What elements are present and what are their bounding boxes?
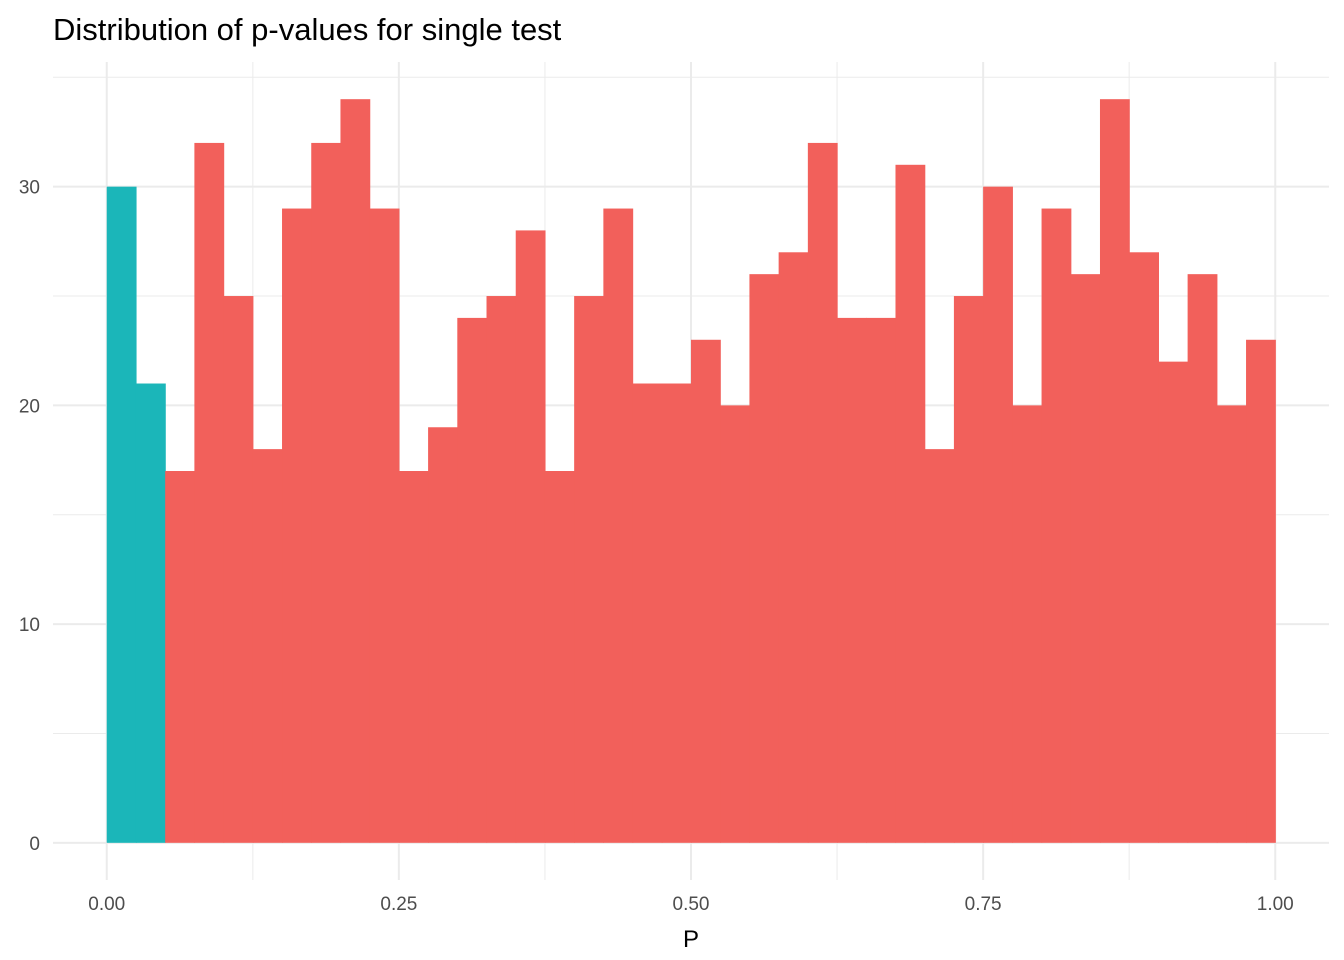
histogram-bar-not-significant bbox=[807, 142, 838, 843]
histogram-bar-not-significant bbox=[749, 274, 780, 843]
x-tick-label: 0.75 bbox=[965, 894, 1002, 915]
histogram-bar-not-significant bbox=[369, 208, 400, 843]
y-tick-label: 20 bbox=[19, 396, 40, 417]
histogram-bar-not-significant bbox=[632, 383, 663, 843]
histogram-bar-not-significant bbox=[398, 471, 429, 843]
histogram-bar-not-significant bbox=[428, 427, 458, 843]
histogram-bar-not-significant bbox=[983, 186, 1013, 843]
y-axis-tick-labels: 0 10 20 30 bbox=[19, 178, 40, 855]
histogram-bar-not-significant bbox=[486, 296, 517, 843]
x-axis-title: P bbox=[683, 926, 699, 953]
y-tick-label: 0 bbox=[29, 834, 40, 855]
histogram-bar-not-significant bbox=[252, 449, 283, 843]
histogram-bar-not-significant bbox=[1099, 99, 1130, 843]
x-tick-label: 0.00 bbox=[88, 894, 125, 915]
histogram-bar-not-significant bbox=[1246, 339, 1276, 843]
histogram-bar-not-significant bbox=[340, 99, 371, 843]
histogram-bar-not-significant bbox=[895, 164, 926, 843]
chart-title: Distribution of p-values for single test bbox=[53, 12, 562, 47]
histogram-bar-not-significant bbox=[1187, 274, 1218, 843]
histogram-bar-not-significant bbox=[457, 317, 488, 843]
x-tick-label: 0.25 bbox=[380, 894, 417, 915]
histogram-bar-not-significant bbox=[778, 252, 809, 843]
histogram-bar-not-significant bbox=[165, 471, 195, 843]
histogram-bar-not-significant bbox=[720, 405, 751, 843]
histogram-bar-not-significant bbox=[1070, 274, 1101, 843]
histogram-bar-not-significant bbox=[1158, 361, 1189, 843]
y-tick-label: 30 bbox=[19, 178, 40, 199]
histogram-bar-not-significant bbox=[866, 317, 897, 843]
histogram-bar-not-significant bbox=[544, 471, 575, 843]
x-tick-label: 0.50 bbox=[673, 894, 710, 915]
histogram-bar-not-significant bbox=[515, 230, 546, 843]
histogram-bar-not-significant bbox=[837, 317, 867, 843]
histogram-bar-not-significant bbox=[603, 208, 634, 843]
x-tick-label: 1.00 bbox=[1257, 894, 1294, 915]
histogram-bar-not-significant bbox=[953, 296, 984, 843]
histogram-bar-not-significant bbox=[1012, 405, 1043, 843]
histogram-bar-not-significant bbox=[311, 142, 342, 843]
histogram-bar-not-significant bbox=[1216, 405, 1247, 843]
histogram-bar-not-significant bbox=[223, 296, 254, 843]
histogram-bar-not-significant bbox=[1129, 252, 1159, 843]
histogram-bar-not-significant bbox=[574, 296, 604, 843]
histogram-bar-not-significant bbox=[661, 383, 692, 843]
y-tick-label: 10 bbox=[19, 615, 40, 636]
histogram-bar-not-significant bbox=[924, 449, 955, 843]
histogram-bar-significant bbox=[106, 186, 137, 843]
histogram-bars bbox=[106, 99, 1276, 843]
histogram-bar-not-significant bbox=[282, 208, 312, 843]
histogram-bar-not-significant bbox=[194, 142, 225, 843]
histogram-bar-significant bbox=[135, 383, 166, 843]
histogram-bar-not-significant bbox=[1041, 208, 1072, 843]
histogram-bar-not-significant bbox=[691, 339, 721, 843]
x-axis-tick-labels: 0.00 0.25 0.50 0.75 1.00 bbox=[88, 894, 1293, 915]
